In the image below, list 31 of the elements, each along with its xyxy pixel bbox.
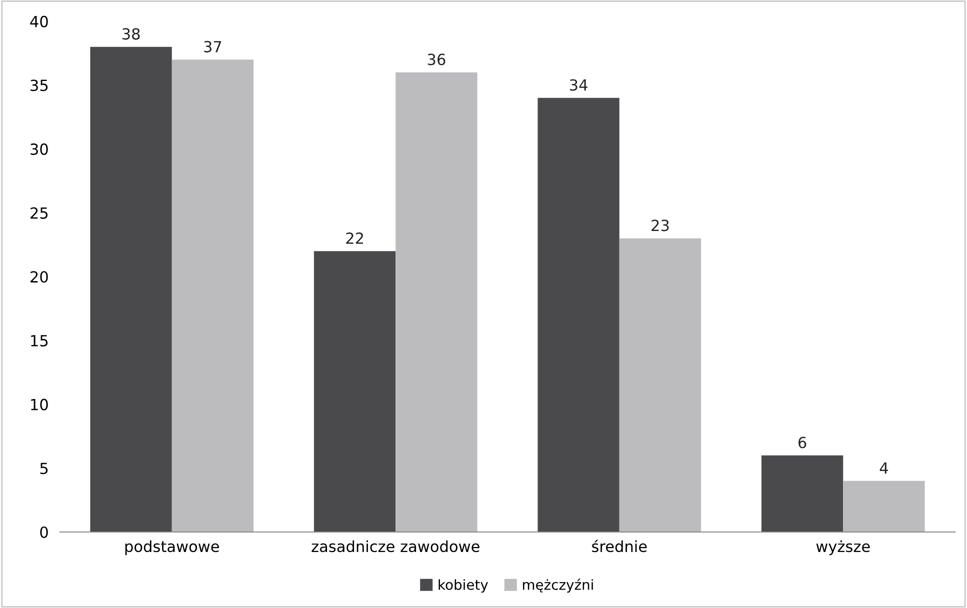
y-tick-label: 40 [30, 16, 48, 28]
y-tick-label: 5 [40, 462, 48, 474]
y-tick-label: 10 [31, 398, 48, 410]
data-label: 34 [570, 79, 588, 91]
x-tick-label: wyższe [816, 540, 870, 556]
bar [314, 251, 396, 532]
bar [843, 480, 925, 532]
x-tick-label: podstawowe [125, 540, 219, 556]
y-tick-label: 30 [30, 143, 48, 155]
bar [538, 98, 620, 532]
y-tick-label: 35 [30, 80, 48, 92]
bar [90, 46, 172, 532]
bar [619, 238, 702, 532]
y-tick-label: 0 [40, 526, 48, 538]
legend-label: kobiety [438, 579, 488, 593]
data-label: 4 [880, 462, 888, 474]
x-tick-label: średnie [592, 540, 647, 552]
legend-label: mężczyźni [522, 578, 593, 593]
y-tick-label: 25 [30, 207, 48, 219]
bar [396, 72, 478, 532]
data-label: 23 [652, 220, 669, 232]
x-tick-label: zasadnicze zawodowe [312, 540, 480, 552]
data-label: 36 [428, 54, 446, 66]
data-label: 37 [204, 40, 222, 52]
data-label: 38 [122, 28, 140, 40]
bar [172, 60, 254, 532]
data-label: 6 [798, 436, 806, 448]
bar [761, 455, 844, 532]
y-tick-label: 20 [30, 271, 48, 283]
y-tick-label: 15 [31, 335, 48, 346]
data-label: 22 [346, 232, 363, 244]
